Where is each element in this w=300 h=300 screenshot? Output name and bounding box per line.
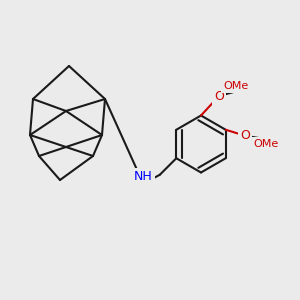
Text: O: O: [240, 129, 250, 142]
Text: OMe: OMe: [254, 139, 279, 149]
Text: OMe: OMe: [223, 81, 248, 91]
Text: NH: NH: [134, 170, 153, 183]
Text: O: O: [214, 89, 224, 103]
